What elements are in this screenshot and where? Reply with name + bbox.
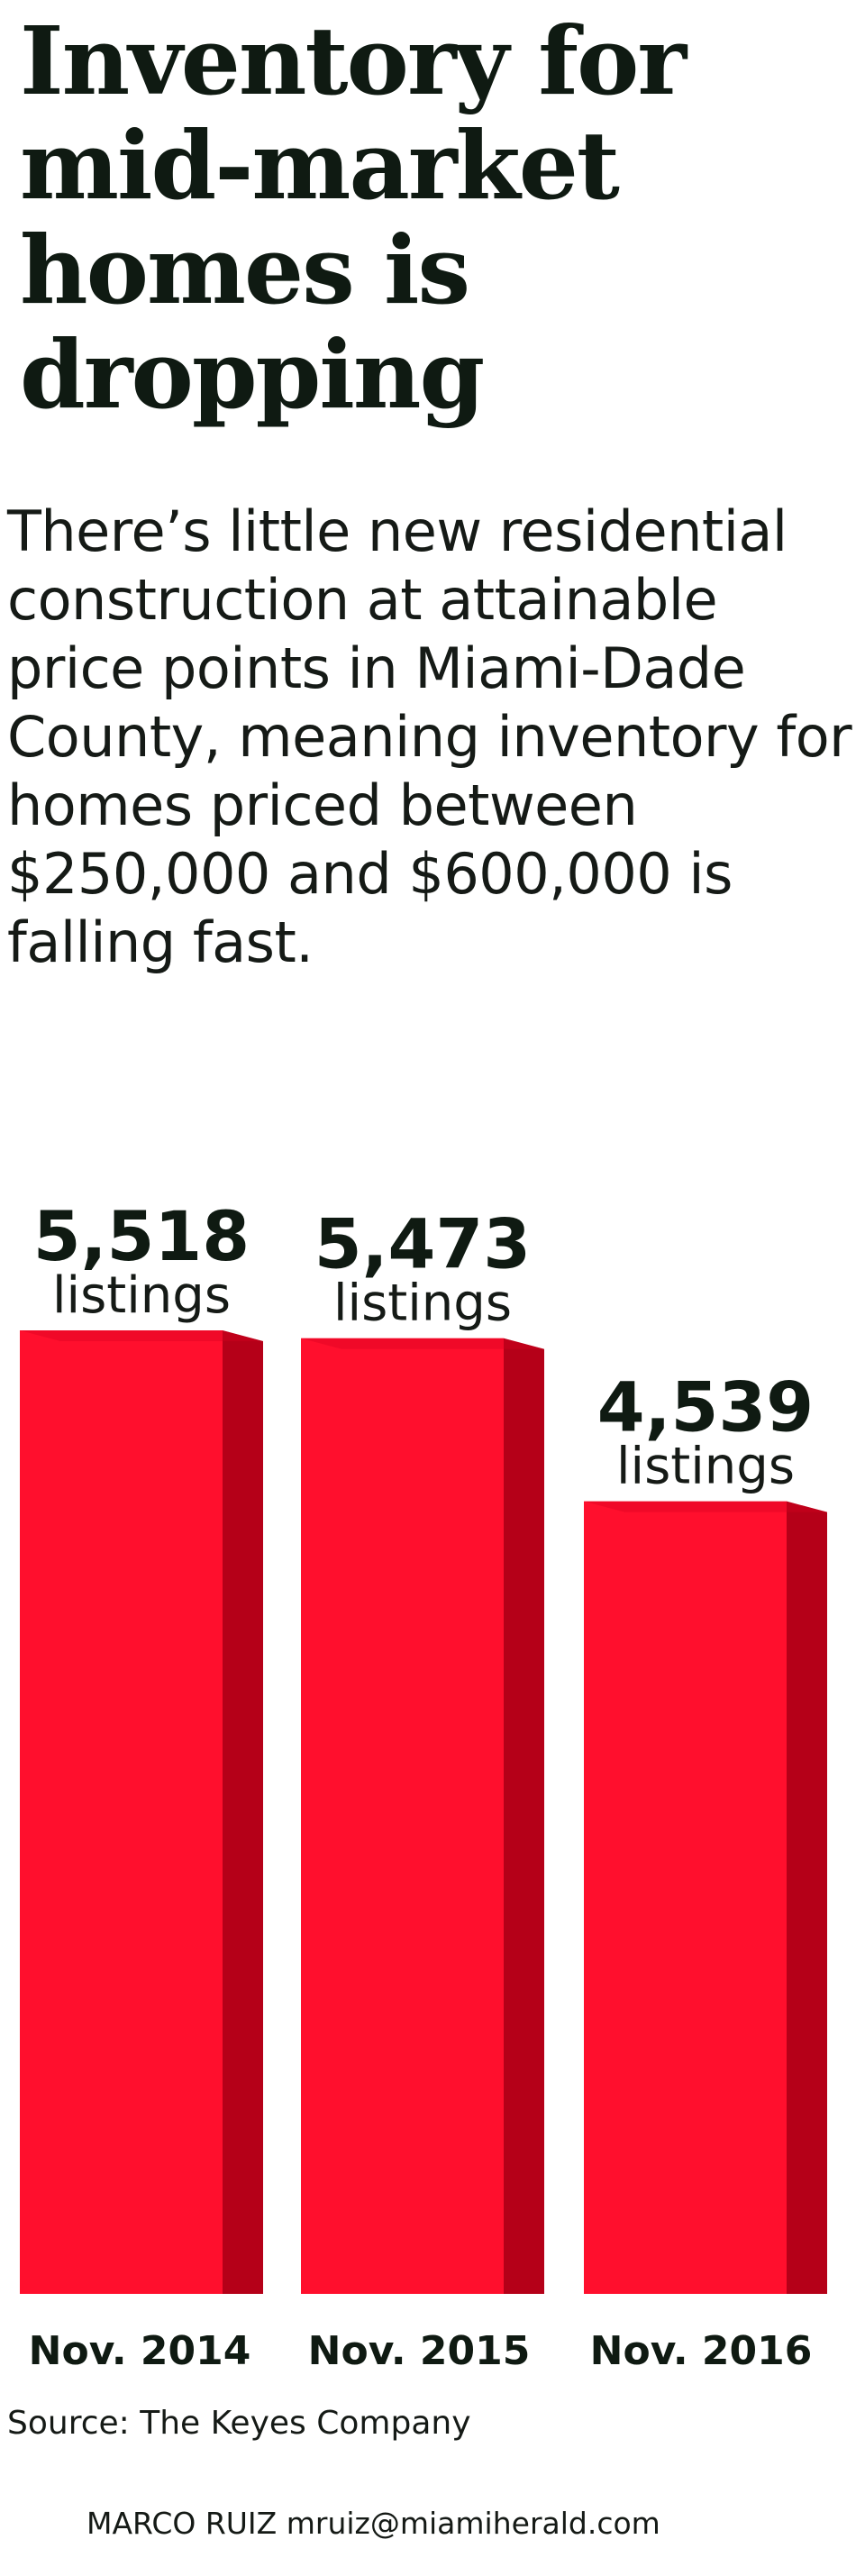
category-label-2: Nov. 2015	[308, 2328, 531, 2374]
value-label-2: 5,473	[314, 1204, 531, 1284]
value-label-1: 5,518	[33, 1196, 250, 1276]
bar-top-1	[20, 1330, 263, 1341]
unit-label-3: listings	[616, 1438, 795, 1496]
bar-3	[584, 1501, 787, 2294]
chart-subhead: There’s little new residential construct…	[7, 498, 852, 975]
category-label-1: Nov. 2014	[29, 2328, 251, 2374]
unit-label-2: listings	[333, 1274, 512, 1333]
source-note: Source: The Keyes Company	[7, 2405, 471, 2442]
unit-label-1: listings	[52, 1266, 231, 1325]
bar-top-2	[301, 1338, 544, 1349]
bar-2	[301, 1338, 504, 2294]
value-label-3: 4,539	[597, 1367, 814, 1448]
category-label-3: Nov. 2016	[590, 2328, 813, 2374]
bar-side-2	[504, 1338, 544, 2294]
byline-credit: MARCO RUIZ mruiz@miamiherald.com	[86, 2506, 660, 2541]
bar-side-1	[223, 1330, 263, 2294]
bar-side-3	[787, 1501, 827, 2294]
bar-top-3	[584, 1501, 827, 1512]
chart-headline: Inventory for mid-market homes is droppi…	[20, 5, 687, 430]
bar-1	[20, 1330, 223, 2294]
bars-layer	[20, 1330, 827, 2294]
